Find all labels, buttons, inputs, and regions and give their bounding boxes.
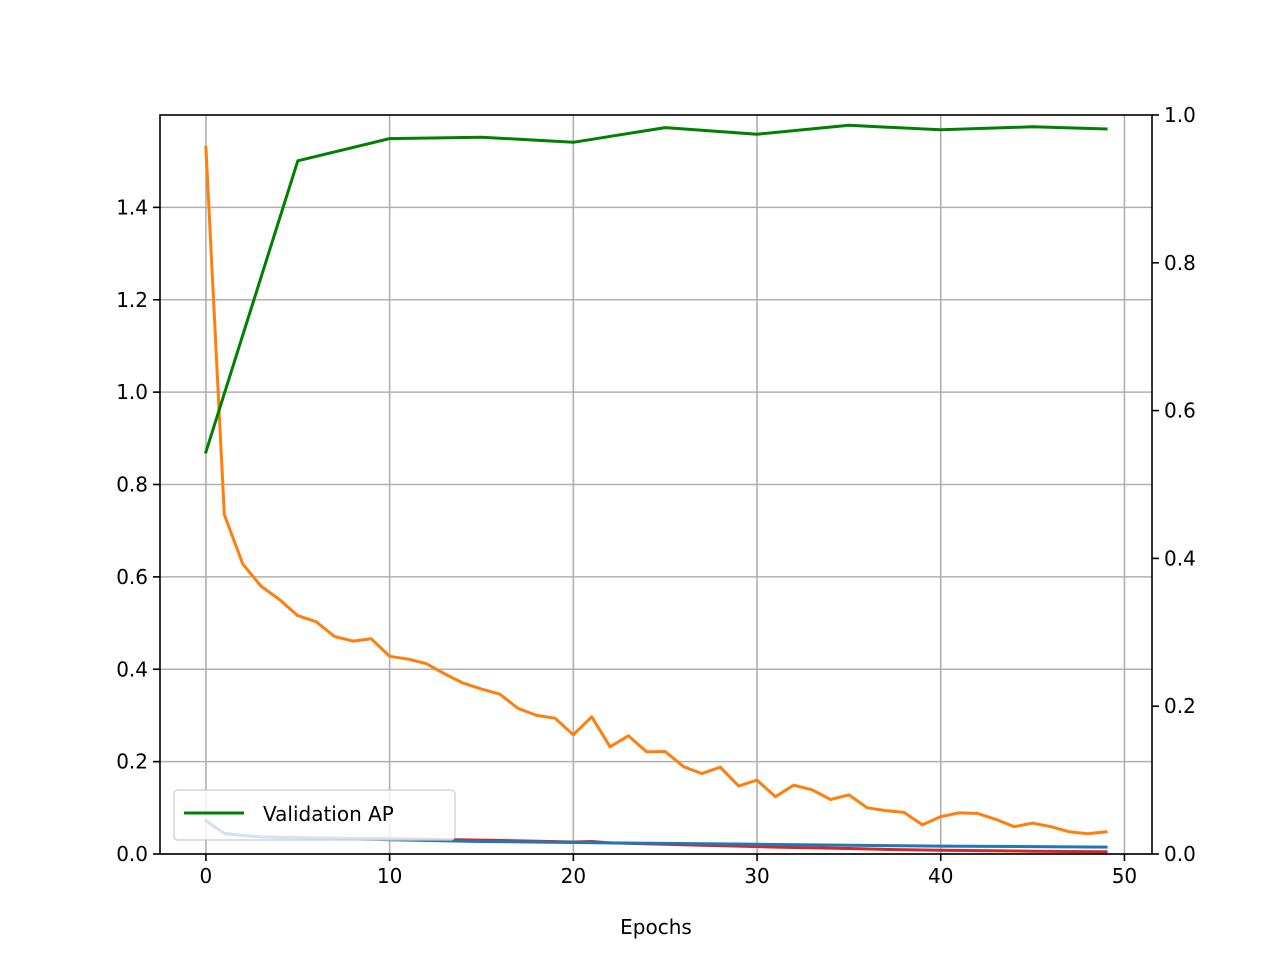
legend-box [173,789,456,841]
y-tick-label: 1.2 [116,288,148,312]
grid [160,115,1152,855]
y2-tick-label: 0.8 [1164,251,1196,275]
x-tick-label: 40 [928,864,953,888]
x-axis-title: Epochs [620,915,692,939]
x-tick-label: 20 [561,864,586,888]
x-tick-label: 50 [1112,864,1137,888]
y2-tick-label: 0.6 [1164,399,1196,423]
y-tick-label: 0.8 [116,473,148,497]
y-tick-label: 0.2 [116,750,148,774]
legend: Validation AP [173,789,456,841]
y2-tick-label: 0.0 [1164,842,1196,866]
legend-label-validation-ap: Validation AP [263,802,394,826]
series-line-orange [204,145,1108,836]
y-tick-label: 1.4 [116,195,148,219]
axis-ticks: 0 10 20 30 40 50 0.0 0.2 0.4 0.6 0.8 1.0 1.2 1.4 0.0 0.… [116,103,1196,888]
y-tick-label: 0.4 [116,657,148,681]
y2-tick-label: 1.0 [1164,103,1196,127]
x-tick-label: 10 [377,864,402,888]
y-tick-label: 1.0 [116,380,148,404]
y-tick-label: 0.0 [116,842,148,866]
series-line-green [204,123,1108,454]
y2-tick-label: 0.2 [1164,694,1196,718]
y2-tick-label: 0.4 [1164,546,1196,570]
x-tick-label: 30 [744,864,769,888]
x-tick-label: 0 [200,864,213,888]
y-tick-label: 0.6 [116,565,148,589]
